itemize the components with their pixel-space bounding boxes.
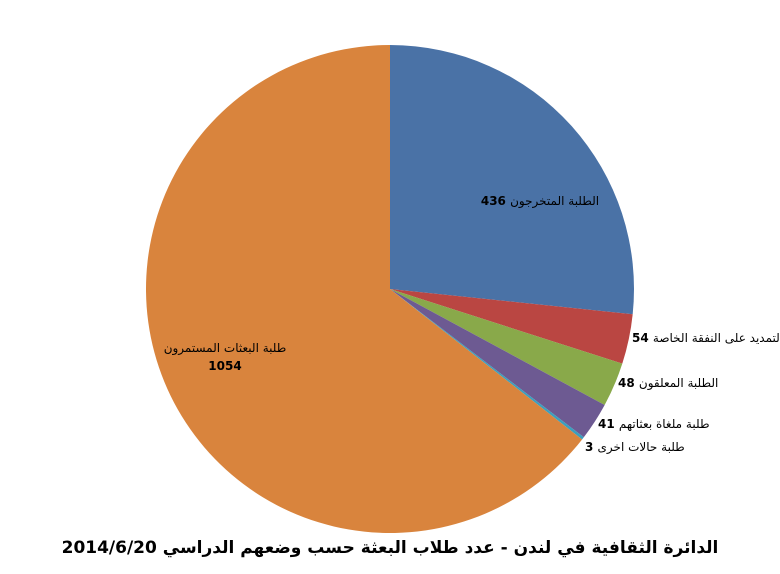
pie-slice-1 bbox=[390, 289, 633, 364]
slice-name-0: الطلبة المتخرجون bbox=[510, 194, 599, 209]
slice-value-4: 3 bbox=[585, 440, 598, 454]
pie-slice-0 bbox=[390, 45, 634, 315]
slice-name-4: طلبة حالات اخرى bbox=[598, 440, 685, 455]
pie-slice-3 bbox=[390, 289, 605, 438]
slice-label-1: 54 التمديد على النفقة الخاصة bbox=[632, 331, 780, 345]
slice-label-5: طلبة البعثات المستمرون bbox=[164, 341, 287, 356]
slice-name-3: طلبة ملغاة بعثاتهم bbox=[619, 417, 710, 431]
slice-label-3: 41 طلبة ملغاة بعثاتهم bbox=[598, 417, 710, 431]
pie-slice-2 bbox=[390, 289, 623, 406]
slice-value-1: 54 bbox=[632, 331, 653, 345]
pie-slice-5 bbox=[145, 45, 583, 534]
slice-label-2: 48 الطلبة المعلقون bbox=[618, 376, 718, 391]
slice-value-5: 1054 bbox=[208, 359, 241, 373]
slice-name-1: التمديد على النفقة الخاصة bbox=[653, 331, 780, 345]
slice-label-4: 3 طلبة حالات اخرى bbox=[585, 440, 685, 455]
slice-value-2: 48 bbox=[618, 376, 639, 390]
slice-label-0: 436 الطلبة المتخرجون bbox=[481, 194, 599, 209]
pie-slice-4 bbox=[390, 289, 584, 440]
slice-name-2: الطلبة المعلقون bbox=[639, 376, 718, 391]
chart-title: الدائرة الثقافية في لندن - عدد طلاب البع… bbox=[61, 538, 719, 558]
slice-value-3: 41 bbox=[598, 417, 619, 431]
slice-value-0: 436 bbox=[481, 194, 510, 208]
